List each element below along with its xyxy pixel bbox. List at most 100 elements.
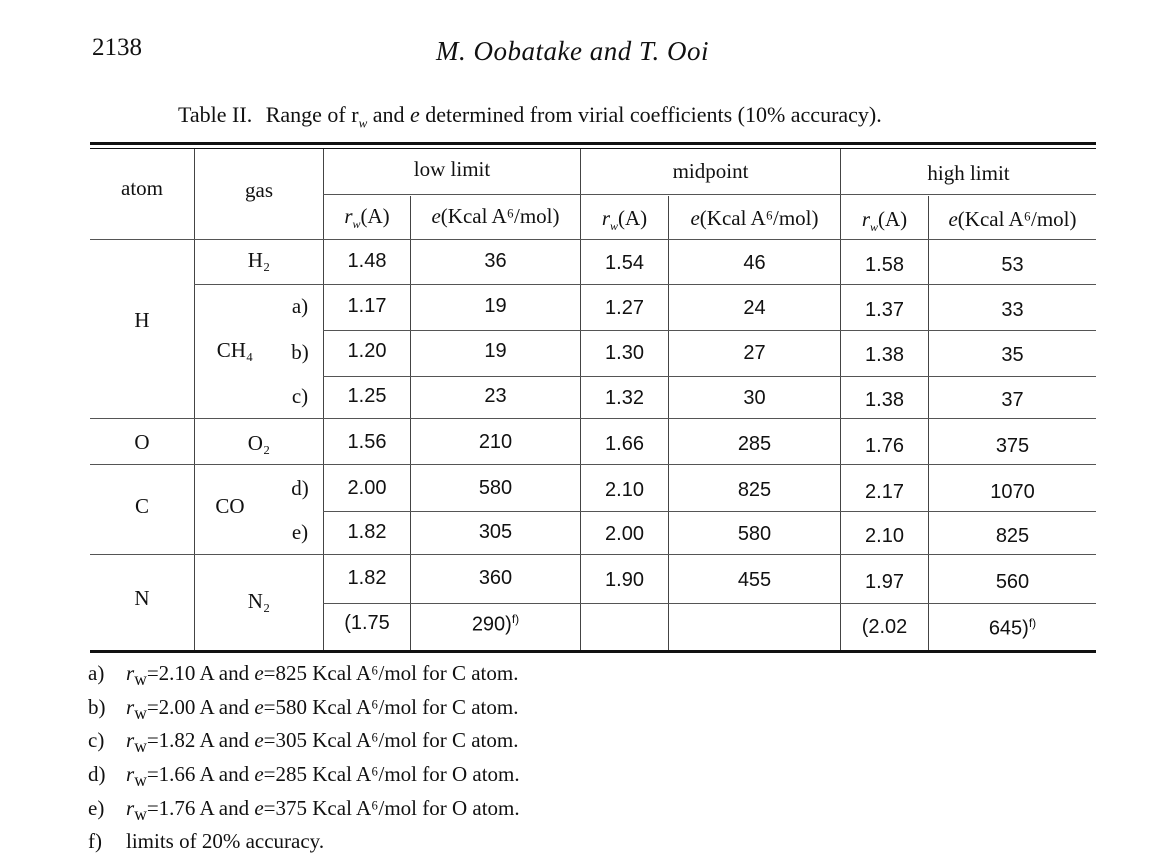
cell-low-rw: 1.48 <box>347 250 387 272</box>
rw-symbol: r <box>126 795 135 820</box>
rw-sub: w <box>134 669 147 690</box>
row-rule <box>90 464 1096 465</box>
gas-co: CO <box>215 494 245 518</box>
cell-high-e: 37 <box>1001 389 1024 411</box>
e-symbol: e <box>254 728 264 753</box>
e-symbol: e <box>948 207 958 231</box>
rw-sub: w <box>352 217 361 232</box>
cell-low-e: 19 <box>484 295 507 317</box>
rw-unit: (A) <box>618 206 648 230</box>
header-sub-rule <box>323 194 1096 195</box>
table-bottom-rule <box>90 650 1096 653</box>
gas-h2: H₂ <box>247 248 271 272</box>
caption-end: determined from virial coefficients (10%… <box>419 102 882 127</box>
cell-mid-rw: 1.66 <box>605 433 644 455</box>
page-number: 2138 <box>92 34 142 61</box>
col-divider <box>928 196 929 650</box>
footnote-text: rw=2.00 A and e=580 Kcal A⁶/mol for C at… <box>126 694 518 728</box>
rw-symbol: r <box>126 762 135 787</box>
cell-high-rw: 1.38 <box>865 344 904 366</box>
row-rule <box>323 330 1096 331</box>
footnote-value: =1.76 A and <box>146 795 255 820</box>
row-rule <box>194 284 1096 285</box>
gas-ch4: CH₄ <box>216 338 254 362</box>
footnote-value: =580 Kcal A⁶/mol for C atom. <box>263 694 519 719</box>
footnote: e) rw=1.76 A and e=375 Kcal A⁶/mol for O… <box>88 795 520 829</box>
atom-o: O <box>134 430 150 454</box>
cell-mid-rw: 1.32 <box>605 387 644 409</box>
cell-mid-e: 30 <box>743 387 766 409</box>
header-mid-rw: rw(A) <box>581 206 668 234</box>
footnote-value: =2.00 A and <box>146 694 255 719</box>
header-low-e: e(Kcal A⁶/mol) <box>411 204 580 229</box>
footnote-key: c) <box>88 728 105 753</box>
cell-mid-e: 285 <box>737 433 772 455</box>
cell-high-rw: (2.02 <box>861 616 908 638</box>
cell-low-e: 23 <box>484 385 507 407</box>
footnotes: a) rw=2.10 A and e=825 Kcal A⁶/mol for C… <box>88 660 520 856</box>
header-high-limit: high limit <box>927 161 1010 185</box>
cell-mid-e: 24 <box>743 297 766 319</box>
cell-low-e: 290)f) <box>411 612 580 637</box>
header-mid-e: e(Kcal A⁶/mol) <box>669 206 840 231</box>
cell-mid-rw: 2.00 <box>605 523 644 545</box>
header-low-limit: low limit <box>413 157 491 181</box>
rw-symbol: r <box>126 728 135 753</box>
footnote: f) limits of 20% accuracy. <box>88 828 520 856</box>
footnote-text: rw=1.82 A and e=305 Kcal A⁶/mol for C at… <box>126 727 518 761</box>
variant-e: e) <box>291 520 309 544</box>
variant-b: b) <box>291 340 309 364</box>
cell-high-e: 560 <box>995 571 1030 593</box>
cell-low-e: 580 <box>478 477 513 499</box>
variant-a: a) <box>291 294 309 318</box>
table-top-rule-thin <box>90 148 1096 149</box>
caption-rw-sub: w <box>358 115 368 131</box>
footnote: b) rw=2.00 A and e=580 Kcal A⁶/mol for C… <box>88 694 520 728</box>
cell-low-rw: 1.82 <box>347 567 387 589</box>
e-symbol: e <box>254 795 264 820</box>
rw-symbol: r <box>344 204 353 228</box>
running-head: M. Oobatake and T. Ooi <box>436 36 709 66</box>
col-divider <box>410 196 411 650</box>
cell-low-rw: (1.75 <box>344 612 390 634</box>
cell-high-rw: 1.58 <box>865 254 904 276</box>
cell-low-e: 19 <box>484 340 507 362</box>
cell-mid-e: 27 <box>743 342 766 364</box>
cell-low-rw: 1.25 <box>347 385 387 407</box>
caption-rest: Range of r <box>265 102 359 127</box>
cell-high-rw: 2.17 <box>865 481 904 503</box>
footnote-value: =1.82 A and <box>146 728 255 753</box>
cell-high-e: 645)f) <box>929 616 1096 641</box>
col-divider <box>840 149 841 650</box>
header-high-e: e(Kcal A⁶/mol) <box>929 207 1096 232</box>
rw-symbol: r <box>126 694 135 719</box>
footnote-mark: f) <box>1028 616 1037 630</box>
cell-high-e: 33 <box>1001 299 1024 321</box>
high-e-value: 645) <box>988 617 1029 640</box>
rw-sub: w <box>610 219 619 234</box>
e-symbol: e <box>254 762 264 787</box>
footnote-text: rw=1.66 A and e=285 Kcal A⁶/mol for O at… <box>126 761 520 795</box>
cell-mid-rw: 2.10 <box>605 479 644 501</box>
footnote-value: =2.10 A and <box>146 661 255 685</box>
cell-high-e: 375 <box>995 435 1030 457</box>
col-divider <box>323 149 324 650</box>
cell-low-rw: 1.82 <box>347 521 387 543</box>
cell-high-rw: 1.97 <box>865 571 904 593</box>
footnote: d) rw=1.66 A and e=285 Kcal A⁶/mol for O… <box>88 761 520 795</box>
footnote: a) rw=2.10 A and e=825 Kcal A⁶/mol for C… <box>88 660 520 694</box>
caption-mid: and <box>367 102 410 127</box>
e-symbol: e <box>431 204 441 228</box>
cell-mid-rw: 1.30 <box>605 342 644 364</box>
footnote-key: f) <box>88 829 102 854</box>
e-unit: (Kcal A⁶/mol) <box>440 204 560 228</box>
col-divider <box>194 149 195 650</box>
gas-o2: O₂ <box>247 431 271 455</box>
cell-high-e: 825 <box>995 525 1030 547</box>
footnote-value: =285 Kcal A⁶/mol for O atom. <box>263 762 520 787</box>
row-rule <box>90 554 1096 555</box>
variant-d: d) <box>291 476 309 500</box>
footnote-key: e) <box>88 795 105 820</box>
atom-c: C <box>134 494 149 518</box>
rw-unit: (A) <box>878 207 908 231</box>
